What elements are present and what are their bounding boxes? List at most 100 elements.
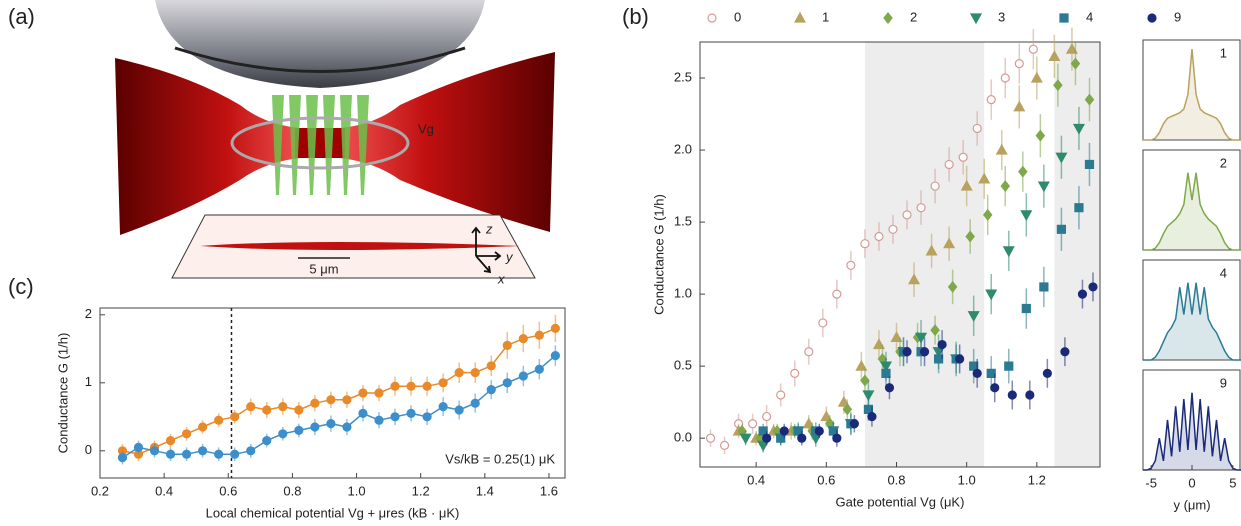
- data-point: [1021, 303, 1031, 314]
- annotation: Vs/kB = 0.25(1) μK: [445, 451, 555, 466]
- data-point: [454, 368, 464, 378]
- data-point: [230, 412, 240, 422]
- legend-marker: [793, 11, 807, 23]
- data-point: [502, 340, 512, 350]
- beam-left: [115, 58, 300, 235]
- legend-label: 2: [910, 9, 917, 24]
- data-point: [1070, 57, 1081, 70]
- data-point: [518, 371, 528, 381]
- data-point: [937, 339, 947, 350]
- x-tick-label: 0.6: [817, 472, 835, 487]
- data-point: [294, 425, 304, 435]
- y-axis-label: Conductance G (1/h): [55, 333, 70, 454]
- x-axis-label: Gate potential Vg (μK): [836, 494, 965, 509]
- data-point: [1030, 71, 1043, 83]
- data-point: [246, 446, 256, 456]
- x-tick-label: 0.2: [91, 483, 109, 498]
- data-point: [855, 359, 868, 371]
- data-point: [762, 433, 772, 443]
- profile-label: 9: [1220, 375, 1227, 390]
- data-point: [748, 419, 758, 429]
- data-point: [181, 449, 192, 459]
- x-tick-label: 1.2: [1028, 472, 1046, 487]
- data-point: [757, 440, 770, 452]
- y-tick-label: 2.0: [674, 141, 692, 156]
- data-point: [246, 402, 256, 412]
- data-point: [967, 311, 980, 322]
- x-tick-label: 0.8: [887, 472, 905, 487]
- x-tick-label: 1.2: [412, 483, 430, 498]
- data-point: [310, 422, 320, 432]
- data-point: [797, 433, 807, 443]
- data-point: [960, 179, 973, 191]
- x-tick-label: 1.0: [348, 483, 366, 498]
- data-point: [374, 415, 384, 425]
- data-point: [846, 260, 856, 270]
- data-point: [214, 415, 224, 425]
- legend-marker: [1059, 13, 1069, 23]
- data-point: [1039, 282, 1049, 292]
- data-point: [719, 440, 730, 450]
- data-point: [705, 433, 716, 443]
- data-point: [739, 433, 752, 445]
- data-point: [390, 412, 400, 422]
- x-tick-label: 0.8: [283, 483, 301, 498]
- data-point: [762, 411, 772, 422]
- legend-label: 1: [822, 9, 829, 24]
- data-point: [860, 374, 870, 387]
- data-point: [486, 385, 496, 395]
- data-point: [1060, 347, 1070, 357]
- data-point: [1007, 390, 1017, 400]
- data-point: [1000, 73, 1010, 83]
- channel: [295, 128, 345, 158]
- data-point: [908, 273, 921, 285]
- profile-label: 2: [1220, 155, 1227, 170]
- data-point: [438, 402, 448, 412]
- panel-label: (c): [8, 274, 34, 299]
- data-point: [358, 388, 368, 398]
- x-axis-label: Local chemical potential Vg + μres (kB ·…: [206, 505, 460, 520]
- data-point: [454, 405, 464, 415]
- data-point: [804, 347, 814, 357]
- legend-marker: [883, 12, 893, 24]
- panel-label: (b): [622, 4, 649, 29]
- data-point: [1065, 42, 1078, 54]
- data-point: [990, 383, 1000, 393]
- data-point: [944, 159, 954, 170]
- data-point: [972, 368, 982, 378]
- density-profile: [1143, 172, 1241, 251]
- data-point: [902, 347, 912, 357]
- fit-line: [122, 355, 556, 459]
- data-point: [406, 381, 416, 391]
- data-point: [888, 224, 898, 234]
- data-point: [502, 378, 512, 388]
- data-point: [326, 395, 336, 405]
- data-point: [919, 347, 930, 357]
- data-point: [1042, 368, 1052, 378]
- data-point: [884, 383, 895, 393]
- density-cloud: [200, 242, 520, 250]
- data-point: [818, 318, 828, 328]
- data-point: [978, 172, 991, 184]
- data-point: [214, 449, 224, 459]
- data-point: [278, 402, 288, 412]
- data-point: [802, 417, 815, 429]
- y-tick-label: 0: [85, 442, 92, 457]
- data-point: [1002, 246, 1015, 258]
- plot-frame: [699, 41, 1101, 468]
- legend-label: 0: [734, 9, 741, 24]
- data-point: [930, 324, 940, 337]
- data-point: [198, 446, 208, 456]
- data-point: [1004, 361, 1014, 371]
- data-point: [294, 405, 304, 415]
- panel-label: (a): [8, 4, 35, 29]
- data-point: [837, 395, 850, 407]
- data-point: [422, 381, 432, 391]
- data-point: [890, 331, 903, 342]
- y-tick-label: 0.5: [674, 358, 692, 373]
- data-point: [230, 449, 240, 459]
- data-point: [933, 354, 944, 364]
- data-point: [881, 368, 891, 378]
